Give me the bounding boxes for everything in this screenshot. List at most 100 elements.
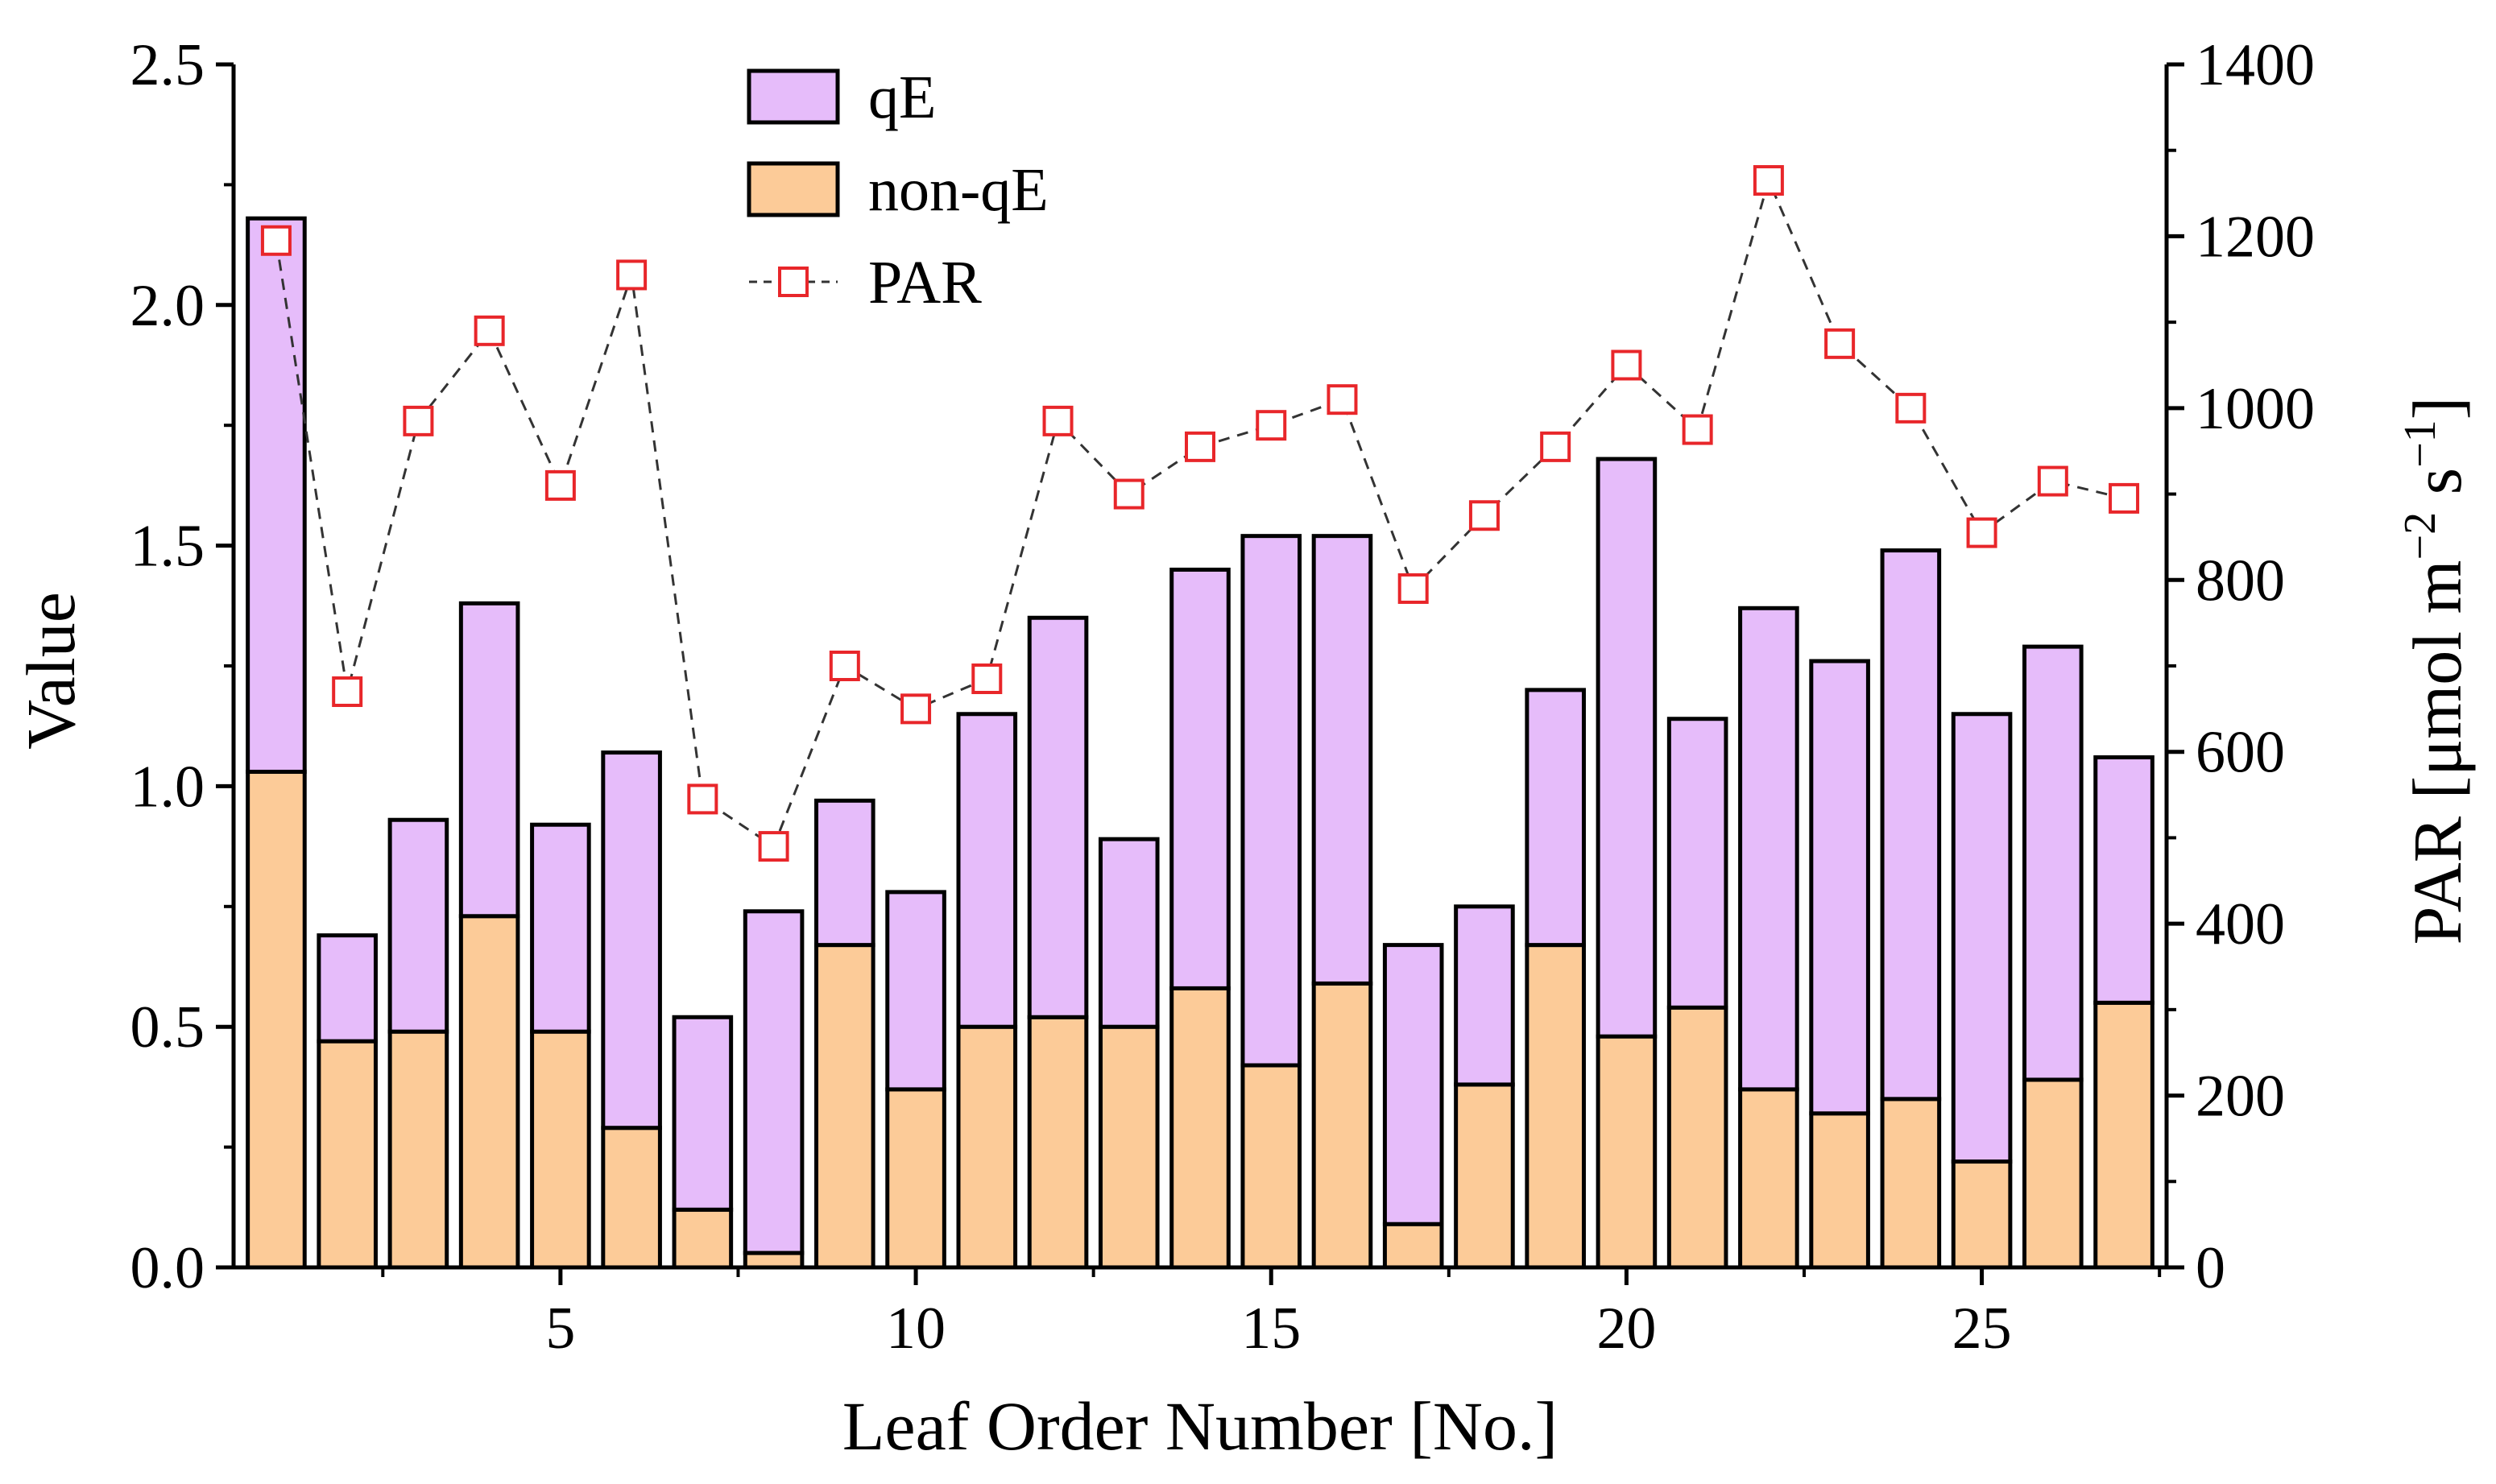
x-tick-label: 20	[1596, 1296, 1656, 1362]
par-marker-10	[900, 693, 932, 725]
bar-nonqe-20	[1596, 1034, 1658, 1270]
bar-nonqe-14	[1169, 986, 1231, 1270]
bar-nonqe-1	[246, 769, 307, 1270]
bar-nonqe-23	[1809, 1111, 1870, 1270]
y2-tick-label: 400	[2196, 891, 2285, 957]
y2-title-part1: PAR [μmol m	[2399, 560, 2476, 945]
bar-nonqe-6	[601, 1126, 662, 1270]
legend: qE non-qE PAR	[747, 64, 1049, 316]
par-marker-5	[544, 469, 576, 501]
y-tick-label: 2.0	[130, 273, 205, 339]
bar-nonqe-9	[814, 943, 875, 1270]
legend-swatch-par-marker	[778, 267, 809, 297]
y-tick-label: 0.0	[130, 1235, 205, 1301]
bar-nonqe-21	[1666, 1005, 1728, 1270]
bar-qe-11	[956, 712, 1018, 1029]
par-marker-14	[1185, 431, 1215, 462]
legend-label: qE	[868, 64, 936, 131]
bar-qe-2	[317, 933, 378, 1044]
y2-title-sup1: −2	[2395, 512, 2445, 560]
bar-nonqe-11	[956, 1024, 1018, 1270]
legend-label: PAR	[868, 249, 982, 316]
bar-nonqe-15	[1240, 1063, 1302, 1270]
bar-qe-15	[1240, 534, 1302, 1068]
par-marker-6	[616, 259, 648, 291]
bar-qe-19	[1525, 688, 1586, 948]
par-marker-18	[1468, 500, 1500, 531]
y2-title-part3: ]	[2399, 397, 2476, 420]
bar-nonqe-12	[1027, 1015, 1089, 1270]
y2-tick-label: 0	[2196, 1235, 2225, 1301]
bar-nonqe-24	[1880, 1097, 1942, 1270]
bar-qe-26	[2022, 644, 2084, 1082]
y2-title-part2: s	[2399, 468, 2476, 512]
y-tick-label: 2.5	[130, 32, 205, 98]
bar-nonqe-19	[1525, 943, 1586, 1270]
y2-tick-label: 200	[2196, 1064, 2285, 1130]
x-tick-label: 15	[1241, 1296, 1301, 1362]
bar-qe-5	[530, 822, 591, 1034]
bar-nonqe-5	[530, 1029, 591, 1270]
par-marker-4	[474, 315, 505, 346]
par-line-layer	[260, 165, 2140, 862]
par-marker-17	[1397, 573, 1429, 604]
par-marker-25	[1966, 517, 1997, 548]
par-marker-3	[403, 405, 434, 436]
axis-titles-layer: Leaf Order Number [No.] Value PAR [μmol …	[12, 397, 2476, 1465]
bar-qe-1	[246, 216, 307, 774]
bar-qe-14	[1169, 567, 1231, 990]
bar-qe-27	[2093, 755, 2155, 1005]
par-marker-19	[1540, 431, 1571, 462]
bar-qe-18	[1454, 904, 1515, 1087]
par-marker-8	[758, 831, 789, 862]
legend-swatch-qe	[747, 68, 840, 125]
bar-qe-8	[743, 909, 805, 1255]
par-marker-24	[1895, 392, 1927, 424]
par-marker-23	[1824, 328, 1856, 359]
bar-nonqe-4	[458, 914, 520, 1270]
par-marker-27	[2109, 482, 2140, 514]
bar-qe-12	[1027, 615, 1089, 1019]
par-marker-21	[1682, 414, 1713, 445]
bar-qe-10	[885, 890, 946, 1092]
bar-qe-22	[1738, 606, 1799, 1092]
bar-nonqe-16	[1311, 981, 1373, 1270]
x-axis-title: Leaf Order Number [No.]	[842, 1387, 1558, 1465]
y-tick-label: 0.5	[130, 994, 205, 1060]
par-marker-20	[1611, 349, 1642, 381]
bar-qe-9	[814, 798, 875, 948]
par-marker-7	[687, 783, 718, 815]
bar-nonqe-26	[2022, 1077, 2084, 1270]
bar-nonqe-17	[1382, 1222, 1444, 1270]
x-tick-label: 5	[545, 1296, 575, 1362]
bar-qe-23	[1809, 659, 1870, 1116]
par-marker-15	[1256, 410, 1287, 441]
bar-nonqe-2	[317, 1039, 378, 1270]
bar-nonqe-10	[885, 1087, 946, 1270]
bar-nonqe-18	[1454, 1082, 1515, 1270]
bar-qe-24	[1880, 548, 1942, 1102]
bar-qe-13	[1098, 837, 1160, 1029]
bar-nonqe-8	[743, 1250, 805, 1270]
par-marker-26	[2037, 465, 2068, 497]
y2-axis-title: PAR [μmol m−2 s−1]	[2395, 397, 2476, 945]
y2-tick-label: 1400	[2196, 32, 2315, 98]
bars-layer	[246, 216, 2155, 1270]
legend-swatch-non-qe	[747, 161, 840, 217]
bar-nonqe-25	[1951, 1160, 2013, 1270]
par-marker-22	[1753, 165, 1784, 196]
y-axis-title: Value	[12, 592, 89, 750]
par-marker-16	[1327, 384, 1358, 415]
bar-qe-16	[1311, 534, 1373, 986]
bar-qe-17	[1382, 943, 1444, 1226]
legend-label: non-qE	[868, 156, 1049, 224]
bar-qe-3	[387, 817, 449, 1034]
bar-nonqe-7	[672, 1207, 734, 1270]
bar-qe-6	[601, 750, 662, 1131]
axes-layer: 0.0 0.5 1.0 1.5 2.0 2.5 0 200 400 600 800 1000 1200 1…	[130, 32, 2316, 1362]
y2-tick-label: 600	[2196, 720, 2285, 786]
par-marker-1	[260, 225, 292, 256]
bar-nonqe-22	[1738, 1087, 1799, 1270]
par-marker-9	[829, 651, 860, 681]
